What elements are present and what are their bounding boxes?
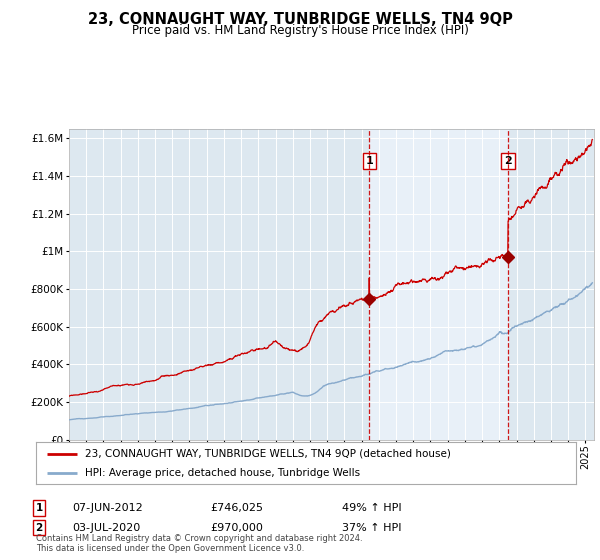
Text: 03-JUL-2020: 03-JUL-2020: [72, 522, 140, 533]
Text: 2: 2: [35, 522, 43, 533]
Text: 1: 1: [35, 503, 43, 513]
Text: HPI: Average price, detached house, Tunbridge Wells: HPI: Average price, detached house, Tunb…: [85, 468, 360, 478]
Text: 49% ↑ HPI: 49% ↑ HPI: [342, 503, 401, 513]
Text: £970,000: £970,000: [210, 522, 263, 533]
Text: 23, CONNAUGHT WAY, TUNBRIDGE WELLS, TN4 9QP (detached house): 23, CONNAUGHT WAY, TUNBRIDGE WELLS, TN4 …: [85, 449, 451, 459]
Text: 23, CONNAUGHT WAY, TUNBRIDGE WELLS, TN4 9QP: 23, CONNAUGHT WAY, TUNBRIDGE WELLS, TN4 …: [88, 12, 512, 27]
Text: 2: 2: [504, 156, 512, 166]
Text: Price paid vs. HM Land Registry's House Price Index (HPI): Price paid vs. HM Land Registry's House …: [131, 24, 469, 36]
Text: 37% ↑ HPI: 37% ↑ HPI: [342, 522, 401, 533]
Text: 07-JUN-2012: 07-JUN-2012: [72, 503, 143, 513]
Bar: [369, 129, 508, 440]
Text: Contains HM Land Registry data © Crown copyright and database right 2024.
This d: Contains HM Land Registry data © Crown c…: [36, 534, 362, 553]
Text: 1: 1: [365, 156, 373, 166]
Text: £746,025: £746,025: [210, 503, 263, 513]
